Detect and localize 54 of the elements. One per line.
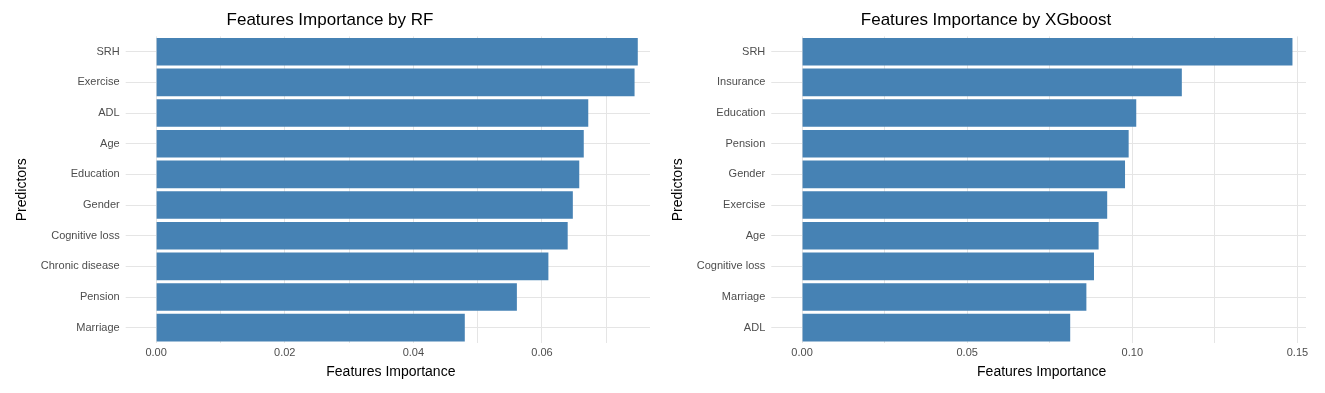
y-tick-label: Cognitive loss	[696, 259, 766, 272]
y-tick-label: Exercise	[723, 198, 766, 211]
y-tick-label: Pension	[79, 290, 120, 303]
y-tick-label: Pension	[725, 136, 766, 149]
bar	[802, 252, 1094, 281]
bar	[802, 283, 1087, 311]
x-tick-label: 0.06	[531, 345, 553, 358]
bar	[802, 221, 1099, 250]
bar	[156, 129, 584, 158]
x-tick-label: 0.15	[1286, 345, 1309, 358]
y-tick-label: Gender	[728, 167, 766, 180]
y-tick-label: Insurance	[716, 75, 766, 88]
x-tick-label: 0.00	[791, 345, 813, 358]
y-tick-label: Gender	[82, 198, 120, 211]
y-tick-label: Chronic disease	[40, 259, 120, 272]
y-tick-label: Age	[745, 228, 766, 241]
y-tick-label: ADL	[98, 106, 120, 119]
bar	[802, 37, 1293, 66]
y-tick-label: Education	[70, 167, 120, 180]
y-tick-label: Cognitive loss	[51, 228, 121, 241]
bar	[156, 313, 465, 342]
bar	[156, 160, 580, 189]
bar	[156, 68, 635, 97]
bar	[156, 221, 568, 250]
y-axis-title: Predictors	[13, 158, 30, 222]
bar	[802, 129, 1129, 158]
bar	[156, 283, 517, 311]
x-tick-label: 0.04	[402, 345, 425, 358]
bar	[156, 252, 549, 281]
x-tick-label: 0.00	[145, 345, 167, 358]
y-tick-label: Marriage	[76, 320, 120, 333]
bar	[802, 191, 1108, 219]
y-axis-title: Predictors	[669, 158, 686, 222]
bar	[802, 313, 1071, 342]
x-axis-title: Features Importance	[326, 363, 456, 380]
y-tick-label: SRH	[742, 44, 766, 57]
y-tick-label: Marriage	[721, 290, 766, 303]
y-tick-label: ADL	[743, 320, 766, 333]
x-tick-label: 0.05	[956, 345, 978, 358]
y-tick-label: Education	[716, 106, 766, 119]
x-tick-label: 0.10	[1121, 345, 1143, 358]
bar	[156, 99, 589, 127]
bar	[802, 99, 1137, 127]
y-tick-label: Exercise	[77, 75, 120, 88]
bar	[156, 37, 638, 66]
bar	[802, 68, 1182, 97]
y-tick-label: Age	[100, 136, 120, 149]
chart-title: Features Importance by XGboost	[860, 9, 1112, 29]
chart-title: Features Importance by RF	[226, 9, 434, 29]
x-axis-title: Features Importance	[977, 363, 1107, 380]
bar	[156, 191, 573, 219]
bar	[802, 160, 1126, 189]
x-tick-label: 0.02	[274, 345, 296, 358]
y-tick-label: SRH	[96, 44, 120, 57]
